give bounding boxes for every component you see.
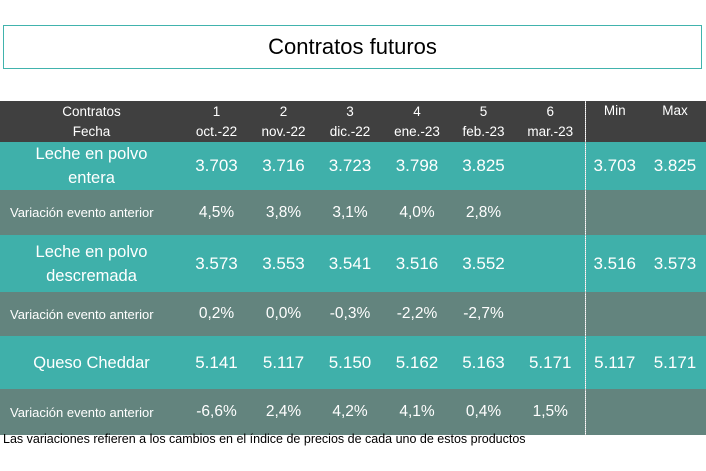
table-cell: 3,8% xyxy=(265,203,302,221)
table-cell: 1,5% xyxy=(516,389,586,435)
table-cell: 3.703 xyxy=(195,156,238,175)
header-col-5: 5 feb.-23 xyxy=(451,101,516,142)
row-name-whole-milk: Leche en polvo entera xyxy=(0,142,183,190)
table-cell: 5.141 xyxy=(195,352,238,372)
header-row: Contratos Fecha 1 oct.-22 2 nov.-22 3 di… xyxy=(0,101,706,142)
table-cell: 3.573 xyxy=(195,253,238,273)
max-cell xyxy=(644,292,706,336)
max-cell xyxy=(644,190,706,235)
header-max-label: Max xyxy=(662,103,688,118)
row-name-line1: Leche en polvo xyxy=(35,242,148,261)
table-title: Contratos futuros xyxy=(3,25,702,69)
table-cell: 3,1% xyxy=(332,203,368,221)
table-row-whole-milk-variation: Variación evento anterior 4,5% 3,8% 3,1%… xyxy=(0,190,706,235)
header-col-6-date: mar.-23 xyxy=(527,123,574,139)
max-cell: 3.573 xyxy=(653,253,697,273)
table-cell: -2,2% xyxy=(396,305,438,322)
header-min: Min xyxy=(585,101,644,142)
row-name-skim-milk: Leche en polvo descremada xyxy=(0,235,183,292)
row-name-variation: Variación evento anterior xyxy=(10,306,154,322)
table-cell: 2,4% xyxy=(265,403,302,420)
table-cell: 3.723 xyxy=(328,156,372,175)
table-cell: 5.163 xyxy=(462,352,505,372)
table-cell: 3.716 xyxy=(262,156,305,175)
header-col-5-num: 5 xyxy=(479,103,488,119)
header-col-3: 3 dic.-22 xyxy=(317,101,383,142)
table-cell xyxy=(516,142,586,190)
title-text: Contratos futuros xyxy=(268,34,437,59)
table-cell: 3.553 xyxy=(262,253,305,273)
table-cell: 5.117 xyxy=(262,352,305,372)
table-row-skim-milk-variation: Variación evento anterior 0,2% 0,0% -0,3… xyxy=(0,292,706,336)
row-name-line1: Leche en polvo xyxy=(35,145,148,163)
table-cell: 3.552 xyxy=(462,253,505,273)
header-col-3-date: dic.-22 xyxy=(329,123,371,139)
header-max: Max xyxy=(644,101,706,142)
header-col-1-date: oct.-22 xyxy=(195,123,238,139)
header-col-2: 2 nov.-22 xyxy=(250,101,317,142)
table-cell: 2,8% xyxy=(465,203,502,221)
min-cell xyxy=(585,389,644,435)
row-name-line2: descremada xyxy=(46,266,137,285)
max-cell: 3.825 xyxy=(653,156,697,175)
table-row-cheddar: Queso Cheddar 5.141 5.117 5.150 5.162 5.… xyxy=(0,336,706,389)
max-cell xyxy=(644,389,706,435)
footnote: Las variaciones refieren a los cambios e… xyxy=(3,432,526,446)
min-cell: 5.117 xyxy=(594,352,636,372)
table-cell: 3.516 xyxy=(395,253,439,273)
header-label: Contratos Fecha xyxy=(0,101,183,142)
table-cell: -2,7% xyxy=(463,305,504,322)
header-col-4-num: 4 xyxy=(413,103,421,119)
row-name-variation: Variación evento anterior xyxy=(10,205,154,220)
header-col-6: 6 mar.-23 xyxy=(516,101,586,142)
header-col-1-num: 1 xyxy=(212,103,221,119)
min-cell xyxy=(585,190,644,235)
table-cell: 0,4% xyxy=(465,403,502,420)
table-cell: 3.541 xyxy=(328,253,372,273)
table-row-cheddar-variation: Variación evento anterior -6,6% 2,4% 4,2… xyxy=(0,389,706,435)
table-cell: 0,2% xyxy=(198,305,235,322)
header-col-2-date: nov.-22 xyxy=(261,123,306,139)
table-cell xyxy=(516,190,586,235)
table-cell: -0,3% xyxy=(329,305,371,322)
header-min-label: Min xyxy=(603,103,626,118)
table-cell: 4,2% xyxy=(332,403,368,420)
header-col-4-date: ene.-23 xyxy=(394,123,440,139)
header-col-6-num: 6 xyxy=(546,103,554,119)
table-cell: 5.162 xyxy=(395,352,439,372)
table-cell xyxy=(516,292,586,336)
table-cell xyxy=(516,235,586,292)
table-row-skim-milk: Leche en polvo descremada 3.573 3.553 3.… xyxy=(0,235,706,292)
table-cell: 4,0% xyxy=(399,203,435,221)
table-cell: 5.171 xyxy=(516,336,586,389)
header-label-contracts: Contratos xyxy=(62,103,121,119)
table-row-whole-milk: Leche en polvo entera 3.703 3.716 3.723 … xyxy=(0,142,706,190)
header-col-5-date: feb.-23 xyxy=(462,123,505,139)
header-col-4: 4 ene.-23 xyxy=(383,101,451,142)
header-col-1: 1 oct.-22 xyxy=(183,101,250,142)
row-name-cheddar: Queso Cheddar xyxy=(33,353,150,372)
max-cell: 5.171 xyxy=(653,352,697,372)
header-col-2-num: 2 xyxy=(279,103,288,119)
min-cell xyxy=(585,292,644,336)
table-cell: -6,6% xyxy=(196,403,237,420)
min-cell: 3.703 xyxy=(593,156,637,175)
header-col-3-num: 3 xyxy=(346,103,354,119)
table-cell: 4,1% xyxy=(399,403,435,420)
row-name-variation: Variación evento anterior xyxy=(10,404,154,420)
table-cell: 5.150 xyxy=(328,352,372,372)
min-cell: 3.516 xyxy=(593,253,637,273)
header-label-date: Fecha xyxy=(72,123,111,139)
table-cell: 3.798 xyxy=(395,156,439,175)
row-name-line2: entera xyxy=(68,169,115,187)
futures-table: Contratos Fecha 1 oct.-22 2 nov.-22 3 di… xyxy=(0,101,706,435)
table-cell: 4,5% xyxy=(198,203,235,221)
table-cell: 3.825 xyxy=(462,156,505,175)
table-cell: 0,0% xyxy=(265,305,302,322)
